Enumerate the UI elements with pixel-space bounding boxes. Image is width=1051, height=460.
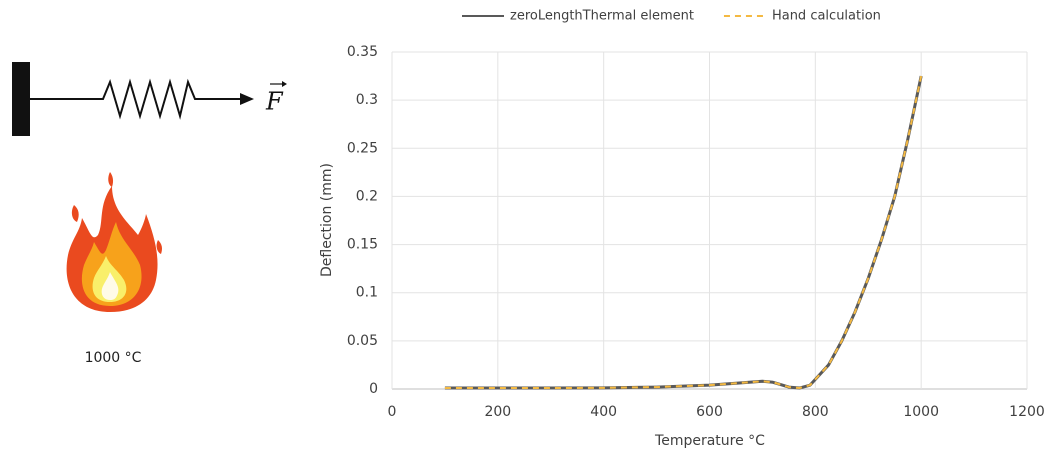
y-tick-label: 0.25: [347, 140, 378, 156]
wall: [12, 62, 30, 136]
vector-arrow-head: [282, 81, 287, 87]
arrow-head: [240, 93, 254, 105]
ember: [108, 172, 114, 187]
x-axis-label: Temperature °C: [654, 433, 765, 449]
x-tick-label: 400: [590, 404, 617, 420]
spring-diagram: F: [12, 62, 287, 136]
legend: zeroLengthThermal element Hand calculatio…: [462, 9, 881, 24]
x-tick-label: 1000: [903, 404, 939, 420]
plot: [444, 75, 923, 390]
flame-core: [101, 272, 119, 300]
x-tick-label: 200: [484, 404, 511, 420]
y-tick-label: 0: [369, 381, 378, 397]
legend-label: zeroLengthThermal element: [510, 9, 694, 24]
y-tick-label: 0.15: [347, 237, 378, 253]
series-line: [444, 75, 923, 390]
ember: [71, 205, 79, 222]
y-tick-label: 0.3: [356, 92, 378, 108]
legend-label: Hand calculation: [772, 9, 881, 24]
temperature-label: 1000 °C: [85, 350, 142, 366]
y-tick-label: 0.1: [356, 285, 378, 301]
x-tick-label: 0: [388, 404, 397, 420]
x-tick-label: 800: [802, 404, 829, 420]
spring: [30, 78, 240, 120]
x-tick-label: 600: [696, 404, 723, 420]
flame: [66, 172, 162, 312]
y-tick-label: 0.35: [347, 44, 378, 60]
force-label: F: [265, 88, 284, 116]
x-tick-label: 1200: [1009, 404, 1045, 420]
ember: [156, 240, 162, 254]
y-tick-label: 0.05: [347, 333, 378, 349]
grid: 0 0.05 0.1 0.15 0.2 0.25 0.3 0.35 0 200 400 600 800 1…: [347, 44, 1045, 420]
y-tick-label: 0.2: [356, 188, 378, 204]
y-axis-label: Deflection (mm): [319, 163, 335, 277]
